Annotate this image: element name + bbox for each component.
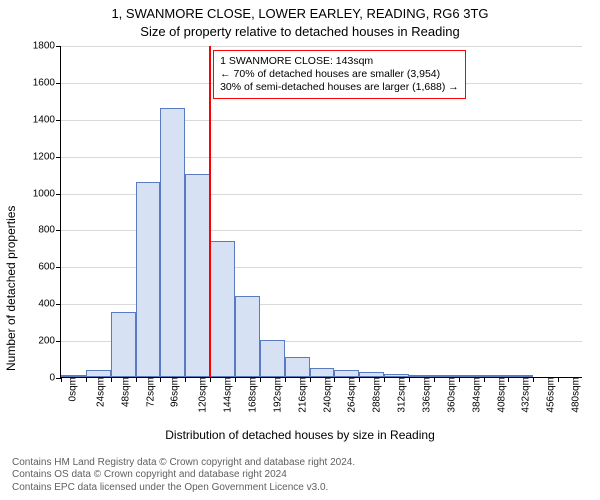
ytick-label: 400 <box>38 299 55 310</box>
xtick-label: 264sqm <box>347 377 358 413</box>
license-line1: Contains HM Land Registry data © Crown c… <box>12 457 355 470</box>
histogram-bar <box>285 357 310 377</box>
xtick-label: 144sqm <box>222 377 233 413</box>
gridline-h <box>61 120 582 121</box>
histogram-bar <box>310 368 335 377</box>
chart-title-line1: 1, SWANMORE CLOSE, LOWER EARLEY, READING… <box>0 6 600 21</box>
histogram-bar <box>61 375 86 377</box>
ytick-mark <box>56 120 61 121</box>
xtick-mark <box>235 377 236 382</box>
histogram-bar <box>409 375 434 377</box>
histogram-bar <box>160 108 185 377</box>
xtick-mark <box>434 377 435 382</box>
histogram-bar <box>334 370 359 377</box>
y-axis-label: Number of detached properties <box>4 206 18 371</box>
xtick-mark <box>334 377 335 382</box>
ytick-label: 1000 <box>33 188 55 199</box>
xtick-label: 408sqm <box>496 377 507 413</box>
histogram-bar <box>384 374 409 377</box>
ytick-mark <box>56 157 61 158</box>
ytick-label: 1600 <box>33 77 55 88</box>
xtick-label: 360sqm <box>446 377 457 413</box>
xtick-mark <box>185 377 186 382</box>
xtick-mark <box>533 377 534 382</box>
xtick-label: 312sqm <box>396 377 407 413</box>
ytick-label: 1800 <box>33 41 55 52</box>
ytick-mark <box>56 341 61 342</box>
xtick-mark <box>61 377 62 382</box>
annotation-box: 1 SWANMORE CLOSE: 143sqm ← 70% of detach… <box>213 50 466 99</box>
license-line2: Contains OS data © Crown copyright and d… <box>12 469 355 482</box>
gridline-h <box>61 46 582 47</box>
xtick-label: 24sqm <box>95 377 106 407</box>
license-text: Contains HM Land Registry data © Crown c… <box>12 457 355 495</box>
histogram-bar <box>111 312 136 377</box>
ytick-mark <box>56 46 61 47</box>
xtick-mark <box>359 377 360 382</box>
x-axis-label: Distribution of detached houses by size … <box>0 428 600 442</box>
xtick-label: 240sqm <box>322 377 333 413</box>
xtick-mark <box>160 377 161 382</box>
xtick-mark <box>409 377 410 382</box>
ytick-mark <box>56 267 61 268</box>
ytick-mark <box>56 230 61 231</box>
histogram-bar <box>185 174 210 377</box>
histogram-bar <box>235 296 260 377</box>
histogram-bar <box>86 370 111 377</box>
ytick-mark <box>56 83 61 84</box>
xtick-label: 0sqm <box>68 377 79 401</box>
xtick-mark <box>260 377 261 382</box>
xtick-mark <box>111 377 112 382</box>
histogram-bar <box>434 375 459 377</box>
xtick-label: 96sqm <box>170 377 181 407</box>
xtick-label: 168sqm <box>247 377 258 413</box>
annotation-line2: ← 70% of detached houses are smaller (3,… <box>220 68 459 81</box>
xtick-mark <box>310 377 311 382</box>
license-line3: Contains EPC data licensed under the Ope… <box>12 482 355 495</box>
ytick-mark <box>56 304 61 305</box>
ytick-label: 800 <box>38 225 55 236</box>
xtick-mark <box>86 377 87 382</box>
histogram-bar <box>136 182 161 378</box>
xtick-label: 456sqm <box>546 377 557 413</box>
xtick-mark <box>484 377 485 382</box>
xtick-mark <box>384 377 385 382</box>
xtick-label: 336sqm <box>421 377 432 413</box>
ytick-label: 0 <box>49 373 55 384</box>
ytick-mark <box>56 194 61 195</box>
xtick-label: 72sqm <box>145 377 156 407</box>
histogram-bar <box>484 375 509 377</box>
xtick-mark <box>558 377 559 382</box>
xtick-label: 432sqm <box>521 377 532 413</box>
xtick-label: 384sqm <box>471 377 482 413</box>
chart-title-line2: Size of property relative to detached ho… <box>0 24 600 39</box>
ytick-label: 200 <box>38 336 55 347</box>
xtick-label: 48sqm <box>120 377 131 407</box>
xtick-label: 216sqm <box>297 377 308 413</box>
chart-container: { "title_line1": "1, SWANMORE CLOSE, LOW… <box>0 0 600 500</box>
ytick-label: 1200 <box>33 151 55 162</box>
xtick-label: 192sqm <box>272 377 283 413</box>
plot-area: 0200400600800100012001400160018000sqm24s… <box>60 46 582 378</box>
xtick-mark <box>210 377 211 382</box>
annotation-line3: 30% of semi-detached houses are larger (… <box>220 81 459 94</box>
histogram-bar <box>459 375 484 377</box>
ytick-label: 600 <box>38 262 55 273</box>
histogram-bar <box>260 340 285 377</box>
gridline-h <box>61 157 582 158</box>
xtick-label: 288sqm <box>372 377 383 413</box>
histogram-bar <box>359 372 384 377</box>
histogram-bar <box>210 241 235 377</box>
xtick-mark <box>136 377 137 382</box>
xtick-mark <box>508 377 509 382</box>
histogram-bar <box>508 375 533 377</box>
xtick-label: 480sqm <box>570 377 581 413</box>
xtick-mark <box>459 377 460 382</box>
xtick-label: 120sqm <box>198 377 209 413</box>
reference-line <box>209 46 211 377</box>
annotation-line1: 1 SWANMORE CLOSE: 143sqm <box>220 55 459 68</box>
ytick-label: 1400 <box>33 114 55 125</box>
xtick-mark <box>285 377 286 382</box>
